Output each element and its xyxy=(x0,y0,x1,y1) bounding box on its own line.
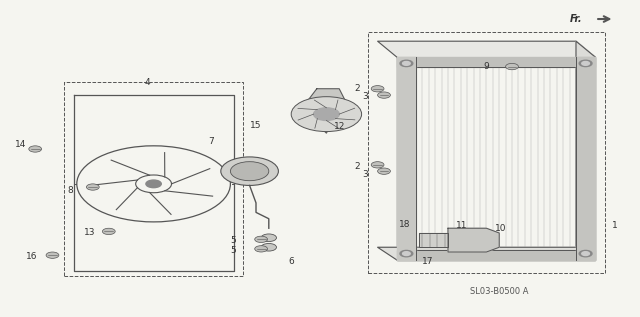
Polygon shape xyxy=(397,250,595,260)
Circle shape xyxy=(29,146,42,152)
Text: 11: 11 xyxy=(456,221,468,230)
Text: 17: 17 xyxy=(422,257,433,266)
Text: 13: 13 xyxy=(84,229,95,237)
Polygon shape xyxy=(307,89,346,133)
Circle shape xyxy=(582,252,589,256)
Circle shape xyxy=(582,61,589,65)
Circle shape xyxy=(400,60,413,67)
Circle shape xyxy=(314,108,339,120)
Text: 5: 5 xyxy=(231,236,236,245)
Text: 7: 7 xyxy=(209,137,214,146)
Circle shape xyxy=(403,252,410,256)
Circle shape xyxy=(46,252,59,258)
Text: Fr.: Fr. xyxy=(570,14,582,24)
Text: 3: 3 xyxy=(362,92,367,101)
Polygon shape xyxy=(378,247,595,260)
Circle shape xyxy=(579,250,592,257)
Circle shape xyxy=(291,97,362,132)
Text: 3: 3 xyxy=(362,170,367,179)
Text: 14: 14 xyxy=(15,140,26,149)
Text: 8: 8 xyxy=(68,186,73,195)
Circle shape xyxy=(506,63,518,70)
Polygon shape xyxy=(378,41,595,57)
Circle shape xyxy=(400,250,413,257)
Text: 10: 10 xyxy=(495,224,506,233)
Circle shape xyxy=(146,180,161,188)
Polygon shape xyxy=(419,233,448,247)
Polygon shape xyxy=(576,57,595,260)
Polygon shape xyxy=(448,228,499,252)
Polygon shape xyxy=(397,57,416,260)
Circle shape xyxy=(261,243,276,251)
Text: 9: 9 xyxy=(484,62,489,71)
Circle shape xyxy=(371,86,384,92)
Circle shape xyxy=(403,61,410,65)
Text: 1: 1 xyxy=(612,221,617,230)
Circle shape xyxy=(102,228,115,235)
Text: 12: 12 xyxy=(333,122,345,131)
Text: 6: 6 xyxy=(289,257,294,266)
Text: 2: 2 xyxy=(355,84,360,93)
Circle shape xyxy=(221,157,278,185)
Text: 18: 18 xyxy=(399,220,411,229)
Text: 16: 16 xyxy=(26,252,38,261)
Circle shape xyxy=(230,162,269,181)
Circle shape xyxy=(86,184,99,190)
Circle shape xyxy=(255,236,268,243)
Text: 2: 2 xyxy=(355,162,360,171)
Circle shape xyxy=(261,234,276,242)
Polygon shape xyxy=(397,57,595,67)
Text: 15: 15 xyxy=(250,121,262,130)
Text: 5: 5 xyxy=(231,246,236,255)
Circle shape xyxy=(378,92,390,98)
Text: SL03-B0500 A: SL03-B0500 A xyxy=(470,287,529,296)
Text: 4: 4 xyxy=(145,78,150,87)
Polygon shape xyxy=(576,41,595,260)
Circle shape xyxy=(579,60,592,67)
Circle shape xyxy=(255,246,268,252)
Circle shape xyxy=(378,168,390,174)
Circle shape xyxy=(371,162,384,168)
